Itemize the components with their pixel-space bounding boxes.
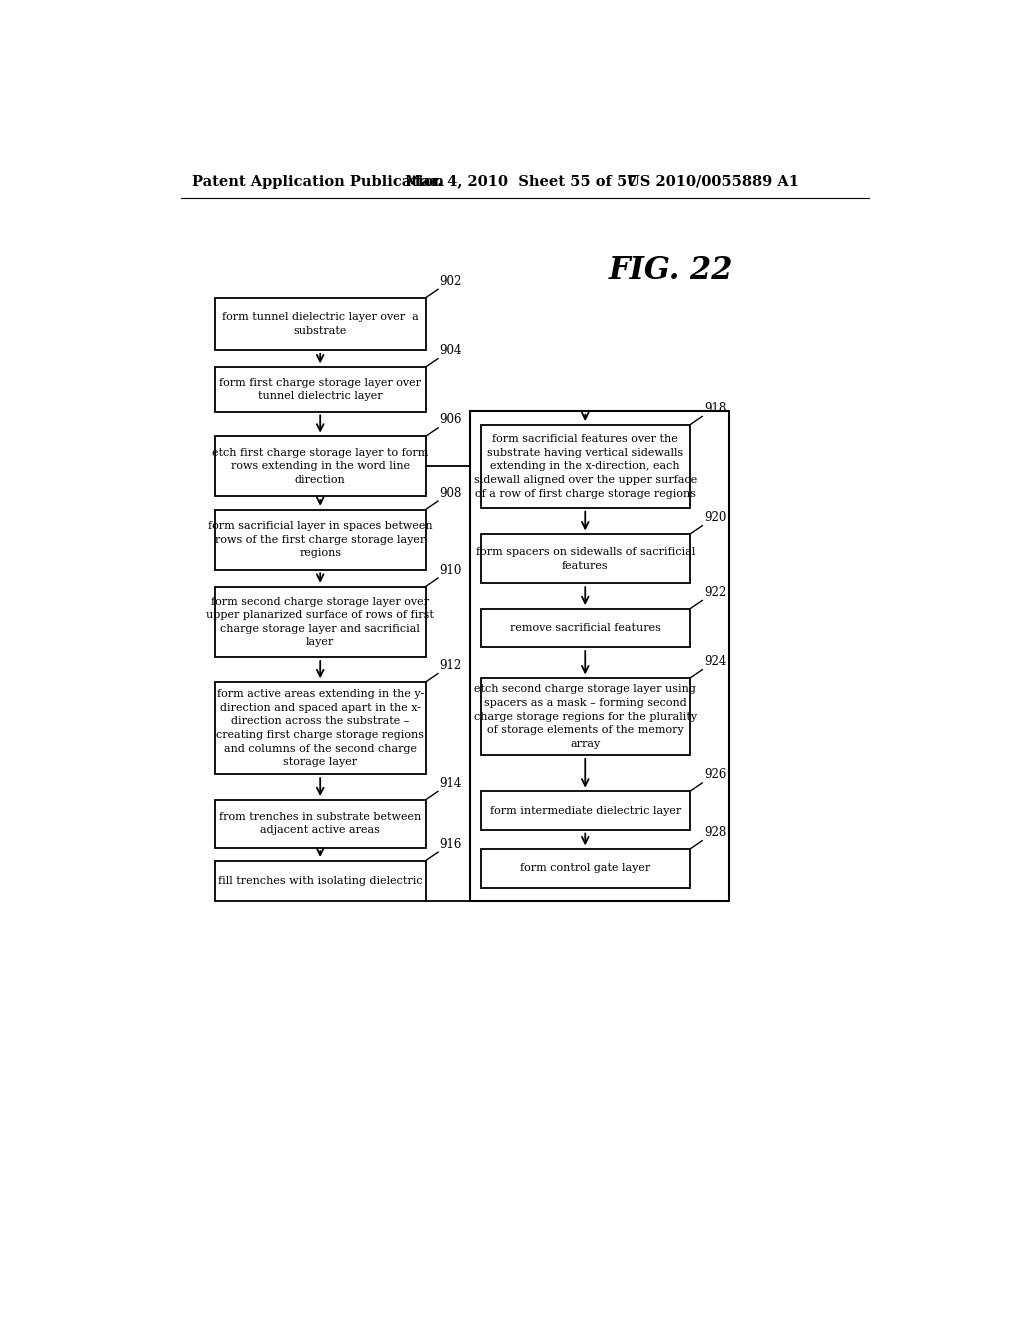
Text: 904: 904: [439, 345, 462, 358]
Bar: [215, 586, 426, 657]
Text: form sacrificial features over the
substrate having vertical sidewalls
extending: form sacrificial features over the subst…: [474, 434, 697, 499]
Text: 912: 912: [439, 659, 462, 672]
Text: 914: 914: [439, 776, 462, 789]
Bar: [215, 861, 426, 900]
Text: etch second charge storage layer using
spacers as a mask – forming second
charge: etch second charge storage layer using s…: [474, 685, 696, 748]
Text: form intermediate dielectric layer: form intermediate dielectric layer: [489, 805, 681, 816]
Text: 922: 922: [703, 586, 726, 599]
Bar: [215, 367, 426, 412]
Bar: [480, 678, 690, 755]
Bar: [215, 510, 426, 570]
Text: 902: 902: [439, 275, 462, 288]
Bar: [215, 437, 426, 496]
Text: 910: 910: [439, 564, 462, 577]
Text: etch first charge storage layer to form
rows extending in the word line
directio: etch first charge storage layer to form …: [212, 447, 428, 484]
Bar: [470, 411, 729, 902]
Text: 920: 920: [703, 511, 726, 524]
Text: 908: 908: [439, 487, 462, 499]
Text: US 2010/0055889 A1: US 2010/0055889 A1: [627, 174, 799, 189]
Text: 928: 928: [703, 826, 726, 840]
Bar: [480, 609, 690, 647]
Text: FIG. 22: FIG. 22: [608, 255, 733, 285]
Text: form spacers on sidewalls of sacrificial
features: form spacers on sidewalls of sacrificial…: [475, 546, 695, 570]
Text: 924: 924: [703, 655, 726, 668]
Text: Patent Application Publication: Patent Application Publication: [191, 174, 443, 189]
Bar: [480, 792, 690, 830]
Bar: [215, 682, 426, 775]
Text: form first charge storage layer over
tunnel dielectric layer: form first charge storage layer over tun…: [219, 378, 421, 401]
Text: 906: 906: [439, 413, 462, 426]
Text: form second charge storage layer over
upper planarized surface of rows of first
: form second charge storage layer over up…: [206, 597, 434, 647]
Bar: [215, 298, 426, 350]
Text: form tunnel dielectric layer over  a
substrate: form tunnel dielectric layer over a subs…: [222, 312, 419, 335]
Text: 926: 926: [703, 768, 726, 781]
Bar: [480, 425, 690, 508]
Bar: [215, 800, 426, 847]
Text: 918: 918: [703, 401, 726, 414]
Text: remove sacrificial features: remove sacrificial features: [510, 623, 660, 634]
Bar: [480, 535, 690, 583]
Text: form control gate layer: form control gate layer: [520, 863, 650, 874]
Text: 916: 916: [439, 838, 462, 850]
Text: from trenches in substrate between
adjacent active areas: from trenches in substrate between adjac…: [219, 812, 421, 836]
Text: fill trenches with isolating dielectric: fill trenches with isolating dielectric: [218, 875, 423, 886]
Text: Mar. 4, 2010  Sheet 55 of 57: Mar. 4, 2010 Sheet 55 of 57: [406, 174, 638, 189]
Bar: [480, 849, 690, 887]
Text: form active areas extending in the y-
direction and spaced apart in the x-
direc: form active areas extending in the y- di…: [216, 689, 424, 767]
Text: form sacrificial layer in spaces between
rows of the first charge storage layer
: form sacrificial layer in spaces between…: [208, 521, 432, 558]
